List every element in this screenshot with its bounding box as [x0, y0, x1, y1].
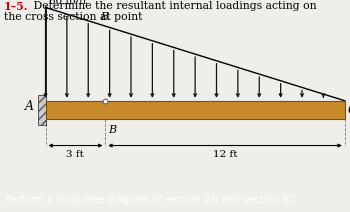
Text: the cross section at point: the cross section at point [4, 12, 145, 22]
Text: Determine the resultant internal loadings acting on: Determine the resultant internal loading… [30, 1, 316, 11]
Text: 1–5.: 1–5. [4, 1, 28, 12]
Bar [46, 101, 345, 119]
Text: .: . [107, 12, 110, 22]
Text: 60 lb/ft: 60 lb/ft [49, 0, 87, 6]
Text: A: A [25, 100, 34, 113]
Text: B: B [108, 125, 116, 135]
Text: B: B [100, 12, 108, 22]
Bar [38, 95, 46, 125]
Text: Perform a body-free diagram of section AB and section BC.: Perform a body-free diagram of section A… [5, 195, 299, 205]
Text: 12 ft: 12 ft [213, 150, 237, 159]
Text: 3 ft: 3 ft [66, 150, 84, 159]
Text: C: C [348, 104, 350, 117]
